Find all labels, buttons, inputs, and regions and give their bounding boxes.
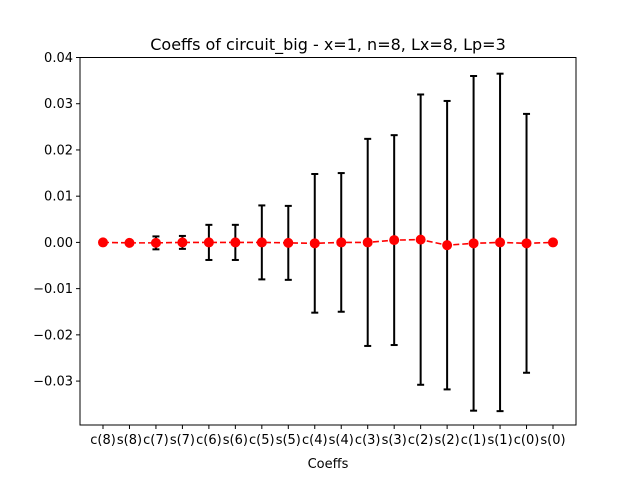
x-tick-label: s(1) [487,433,512,448]
data-point [203,237,214,248]
x-tick-label: c(5) [249,433,275,448]
y-tick-label: −0.03 [33,375,73,390]
x-tick-label: s(5) [276,433,301,448]
x-tick-label: s(4) [329,433,354,448]
x-tick-label: s(3) [382,433,407,448]
series-line [102,238,554,246]
x-tick-label: c(6) [196,433,222,448]
data-point [415,234,426,245]
data-point [495,237,506,248]
y-axis: 0.04 0.03 0.02 0.01 0.00 −0.01 −0.02 −0.03 [33,51,80,390]
data-point [256,237,267,248]
data-point [389,235,400,246]
x-tick-label: c(3) [355,433,381,448]
data-series [98,234,558,251]
y-tick-label: 0.02 [44,143,73,158]
chart-title: Coeffs of circuit_big - x=1, n=8, Lx=8, … [150,35,506,55]
y-tick-label: −0.02 [33,328,73,343]
data-point [309,238,320,249]
x-tick-label: s(7) [170,433,195,448]
y-tick-label: 0.00 [44,236,73,251]
data-point [230,237,241,248]
y-tick-label: −0.01 [33,282,73,297]
x-tick-label: s(0) [540,433,565,448]
data-point [124,237,135,248]
x-tick-label: s(8) [117,433,142,448]
y-tick-label: 0.04 [44,51,73,66]
data-point [177,237,188,248]
data-point [283,237,294,248]
y-tick-label: 0.03 [44,97,73,112]
y-tick-label: 0.01 [44,190,73,205]
data-point [442,240,453,251]
x-tick-label: c(7) [143,433,169,448]
x-tick-label: s(2) [435,433,460,448]
data-point [336,237,347,248]
x-tick-label: c(4) [302,433,328,448]
x-axis: c(8) s(8) c(7) s(7) c(6) s(6) c(5) s(5) c(4) s(4)… [90,425,566,448]
x-tick-label: s(6) [223,433,248,448]
plot-frame [79,57,577,426]
data-point [548,237,558,248]
data-point [521,238,532,249]
data-point [98,237,108,248]
x-tick-label: c(1) [461,433,487,448]
x-tick-label: c(8) [90,433,116,448]
x-tick-label: c(0) [514,433,540,448]
data-point [468,238,479,249]
x-tick-label: c(2) [408,433,434,448]
x-axis-title: Coeffs [308,457,349,472]
data-point [150,237,161,248]
data-point [362,237,373,248]
